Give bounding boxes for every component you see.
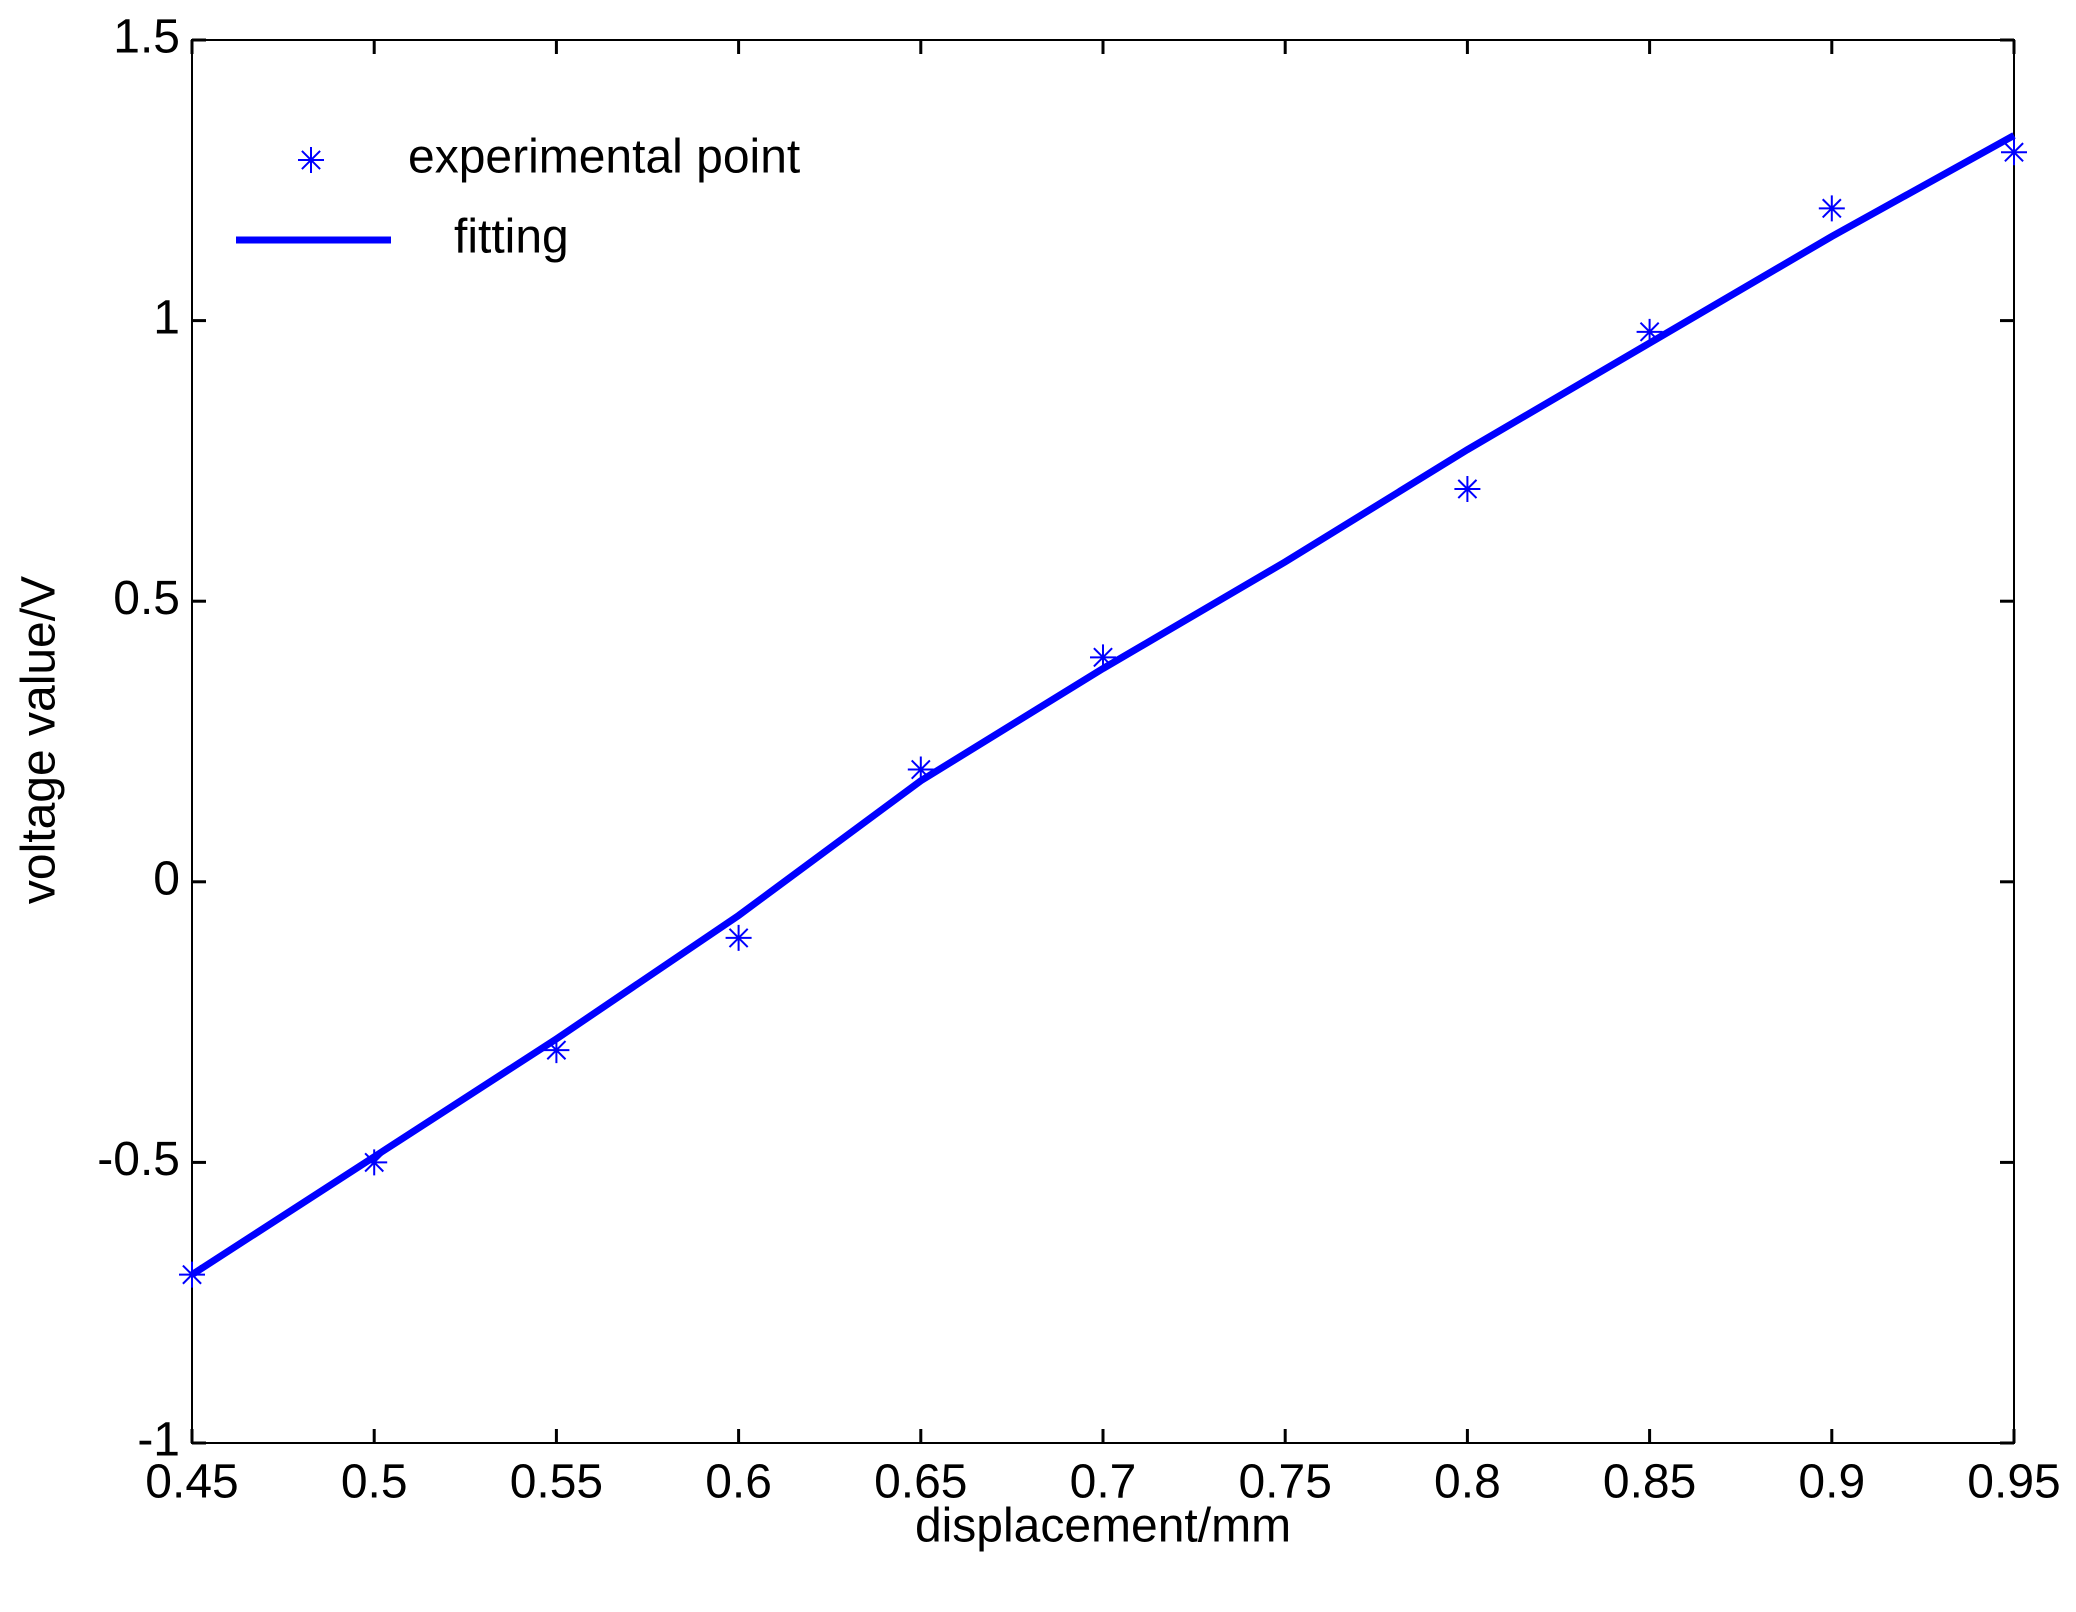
x-tick-label: 0.75 — [1238, 1456, 1331, 1509]
y-tick-label: 0 — [153, 852, 180, 905]
y-tick-label: 0.5 — [113, 572, 180, 625]
y-tick-label: -0.5 — [97, 1133, 180, 1186]
data-point — [1090, 644, 1116, 671]
data-point — [361, 1149, 388, 1176]
x-axis-label: displacement/mm — [915, 1500, 1291, 1553]
x-tick-label: 0.5 — [341, 1456, 408, 1509]
data-point — [725, 924, 752, 951]
data-point — [1454, 475, 1481, 502]
x-tick-label: 0.45 — [145, 1456, 238, 1509]
x-tick-label: 0.55 — [510, 1456, 603, 1509]
x-tick-label: 0.9 — [1798, 1456, 1865, 1509]
data-point — [543, 1037, 570, 1064]
y-tick-label: 1 — [153, 291, 180, 344]
legend-label: fitting — [454, 211, 569, 264]
data-point — [907, 756, 934, 783]
x-tick-label: 0.65 — [874, 1456, 967, 1509]
data-point — [1636, 318, 1663, 345]
fit-line — [190, 132, 2016, 1278]
legend-label: experimental point — [408, 131, 800, 184]
data-point — [2001, 139, 2027, 166]
y-tick-label: -1 — [137, 1414, 180, 1467]
data-point — [1818, 195, 1845, 222]
x-tick-label: 0.7 — [1070, 1456, 1137, 1509]
x-tick-label: 0.85 — [1603, 1456, 1696, 1509]
x-tick-label: 0.95 — [1967, 1456, 2060, 1509]
x-tick-label: 0.8 — [1434, 1456, 1501, 1509]
y-tick-label: 1.5 — [113, 11, 180, 64]
y-axis-label: voltage value/V — [13, 576, 66, 904]
x-tick-label: 0.6 — [705, 1456, 772, 1509]
legend-marker — [298, 147, 324, 173]
